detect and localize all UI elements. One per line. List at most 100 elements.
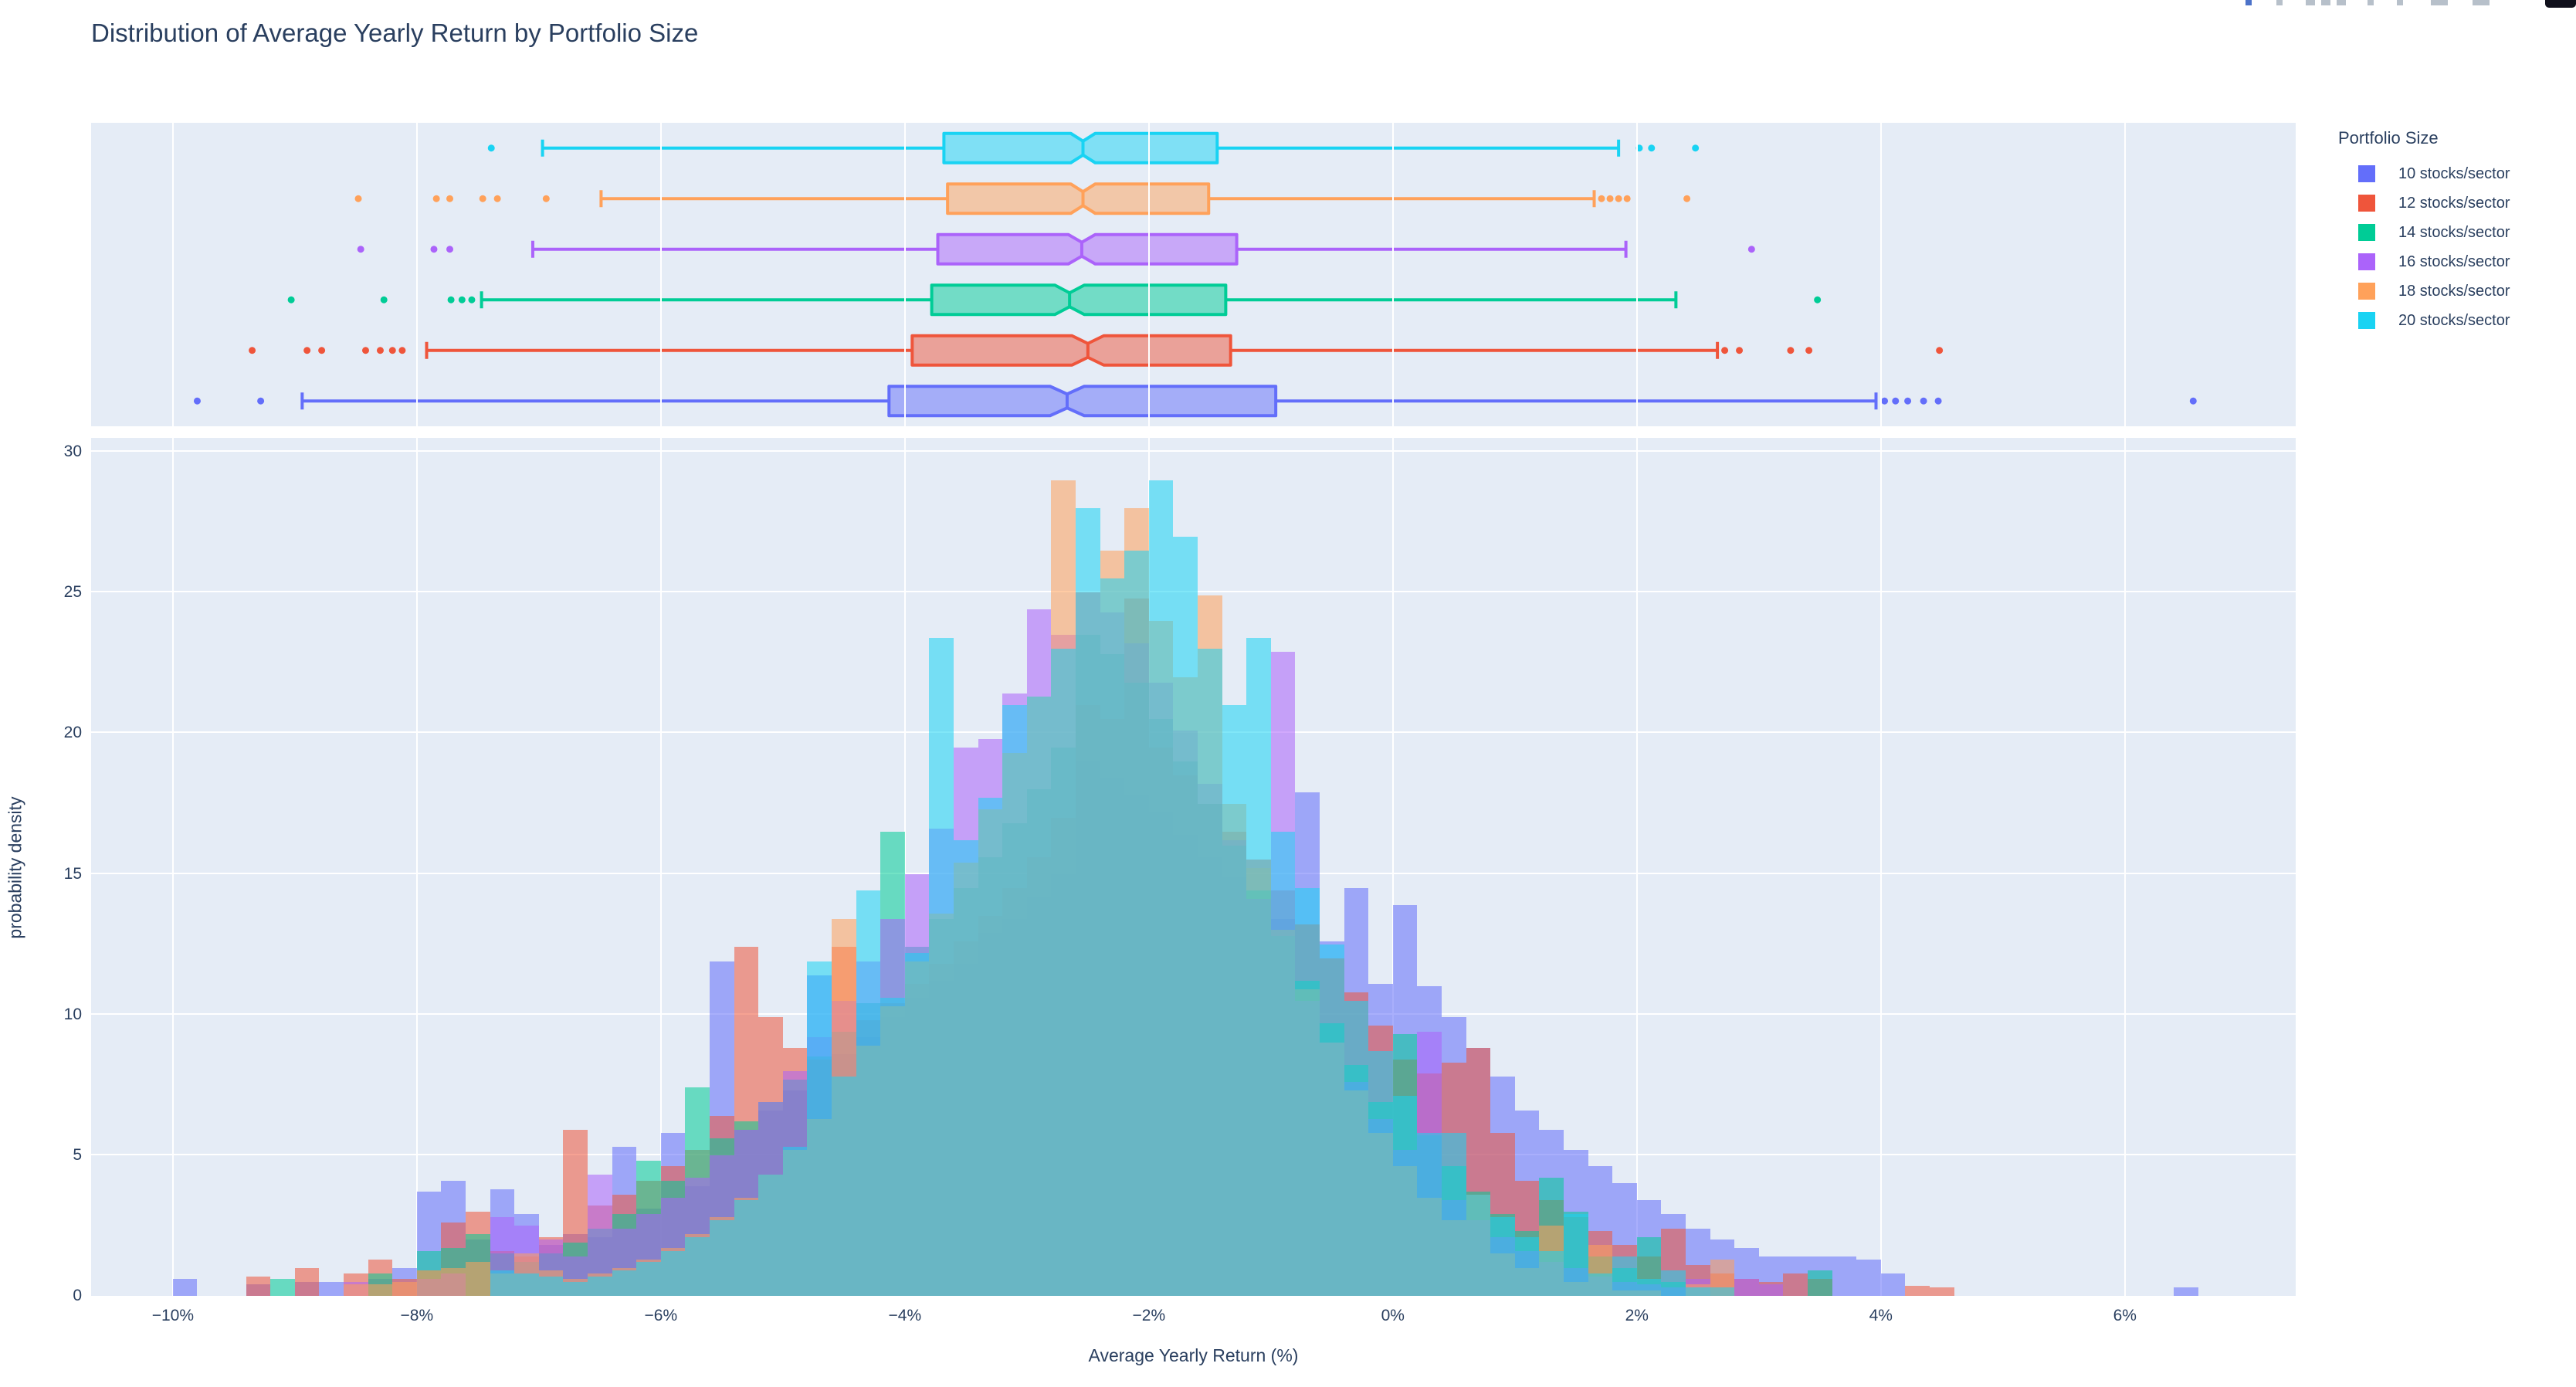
histogram-bar (1198, 649, 1222, 1296)
legend-item-16-stocks[interactable]: 16 stocks/sector (2338, 247, 2510, 276)
outlier-point (257, 397, 265, 405)
histogram-bar (880, 997, 905, 1296)
y-tick-label: 30 (63, 443, 82, 461)
histogram-bar (978, 798, 1003, 1296)
histogram-bar (1856, 1259, 1881, 1296)
histogram-bar (856, 890, 881, 1296)
legend-label: 10 stocks/sector (2398, 164, 2510, 182)
histogram-bar (1002, 705, 1027, 1296)
legend-label: 20 stocks/sector (2398, 311, 2510, 329)
x-grid-line (1391, 438, 1394, 1296)
histogram-bar (1734, 1279, 1759, 1296)
x-grid-line (1635, 438, 1638, 1296)
histogram-bar (1588, 1273, 1613, 1296)
modebar-icon[interactable] (2246, 0, 2252, 5)
outlier-point (446, 195, 454, 202)
histogram-bar (1246, 637, 1271, 1296)
x-tick-label: −4% (888, 1307, 922, 1324)
modebar-icon[interactable] (2321, 0, 2330, 5)
histogram-bar (1710, 1287, 1735, 1296)
x-tick-label: 4% (1869, 1307, 1893, 1324)
histogram-bar (1076, 508, 1100, 1296)
legend-item-18-stocks[interactable]: 18 stocks/sector (2338, 276, 2510, 306)
histogram-bar (1636, 1279, 1662, 1296)
modebar-icon[interactable] (2276, 0, 2283, 5)
histogram-bar (1344, 1000, 1369, 1296)
modebar-icon[interactable] (2368, 0, 2374, 5)
box-plot-panel[interactable] (91, 123, 2296, 426)
modebar-icon[interactable] (2473, 0, 2490, 5)
histogram-bar (2174, 1287, 2198, 1296)
outlier-point (1805, 347, 1813, 354)
legend-swatch (2358, 195, 2375, 212)
histogram-bar (1539, 1250, 1564, 1296)
x-grid-line (2124, 438, 2126, 1296)
outlier-point (432, 195, 440, 202)
legend-swatch (2358, 312, 2375, 329)
histogram-bar (1832, 1256, 1857, 1296)
histogram-bar (1686, 1287, 1710, 1296)
histogram-bar (1295, 887, 1320, 1296)
histogram-bar (1222, 705, 1247, 1296)
histogram-bar (1051, 649, 1076, 1296)
modebar-icon[interactable] (2337, 0, 2346, 5)
outlier-point (1892, 397, 1900, 405)
legend-item-10-stocks[interactable]: 10 stocks/sector (2338, 159, 2510, 188)
histogram-bar (441, 1267, 466, 1296)
x-grid-line (415, 438, 418, 1296)
histogram-bar (807, 961, 832, 1296)
modebar[interactable] (2232, 0, 2576, 8)
histogram-bar (1173, 536, 1198, 1296)
histogram-bar (368, 1284, 393, 1296)
outlier-point (287, 296, 295, 304)
x-grid-line (903, 123, 906, 426)
legend-item-14-stocks[interactable]: 14 stocks/sector (2338, 218, 2510, 247)
outlier-point (1936, 347, 1944, 354)
y-axis-title: probability density (5, 796, 25, 939)
histogram-bar (832, 1076, 856, 1296)
histogram-bar (1514, 1236, 1540, 1296)
outlier-point (468, 296, 476, 304)
outlier-point (446, 246, 454, 253)
legend-item-12-stocks[interactable]: 12 stocks/sector (2338, 188, 2510, 218)
histogram-bar (1930, 1287, 1954, 1296)
outlier-point (380, 296, 388, 304)
legend-item-20-stocks[interactable]: 20 stocks/sector (2338, 306, 2510, 335)
outlier-point (1814, 296, 1822, 304)
histogram-bar (636, 1262, 661, 1296)
box-plot-10 (193, 385, 2197, 418)
y-tick-label: 25 (63, 583, 82, 602)
histogram-bar (172, 1279, 198, 1296)
x-tick-label: −8% (400, 1307, 434, 1324)
histogram-bar (1612, 1256, 1637, 1296)
histogram-bar (1564, 1214, 1588, 1296)
box-plot-18 (354, 182, 1691, 215)
x-grid-line (415, 123, 418, 426)
histogram-bar (490, 1270, 515, 1296)
outlier-point (1920, 397, 1927, 405)
modebar-icon[interactable] (2397, 0, 2403, 5)
plotly-logo-sliver[interactable] (2545, 0, 2576, 8)
y-tick-label: 0 (73, 1287, 82, 1304)
histogram-bar (246, 1276, 271, 1296)
outlier-point (430, 246, 438, 253)
histogram-bar (1783, 1273, 1808, 1296)
outlier-point (458, 296, 466, 304)
outlier-point (493, 195, 501, 202)
legend: Portfolio Size 10 stocks/sector 12 stocks… (2338, 128, 2510, 335)
outlier-point (1683, 195, 1691, 202)
outlier-point (357, 246, 364, 253)
modebar-icon[interactable] (2431, 0, 2448, 5)
histogram-bar (734, 1200, 759, 1296)
outlier-point (376, 347, 384, 354)
legend-label: 14 stocks/sector (2398, 223, 2510, 241)
outlier-point (1736, 347, 1744, 354)
histogram-bar (563, 1281, 588, 1296)
histogram-bar (1026, 697, 1052, 1296)
histogram-bar (782, 1146, 808, 1296)
histogram-bar (1100, 578, 1125, 1296)
histogram-panel[interactable] (91, 438, 2296, 1296)
modebar-icon[interactable] (2306, 0, 2315, 5)
outlier-point (447, 296, 455, 304)
